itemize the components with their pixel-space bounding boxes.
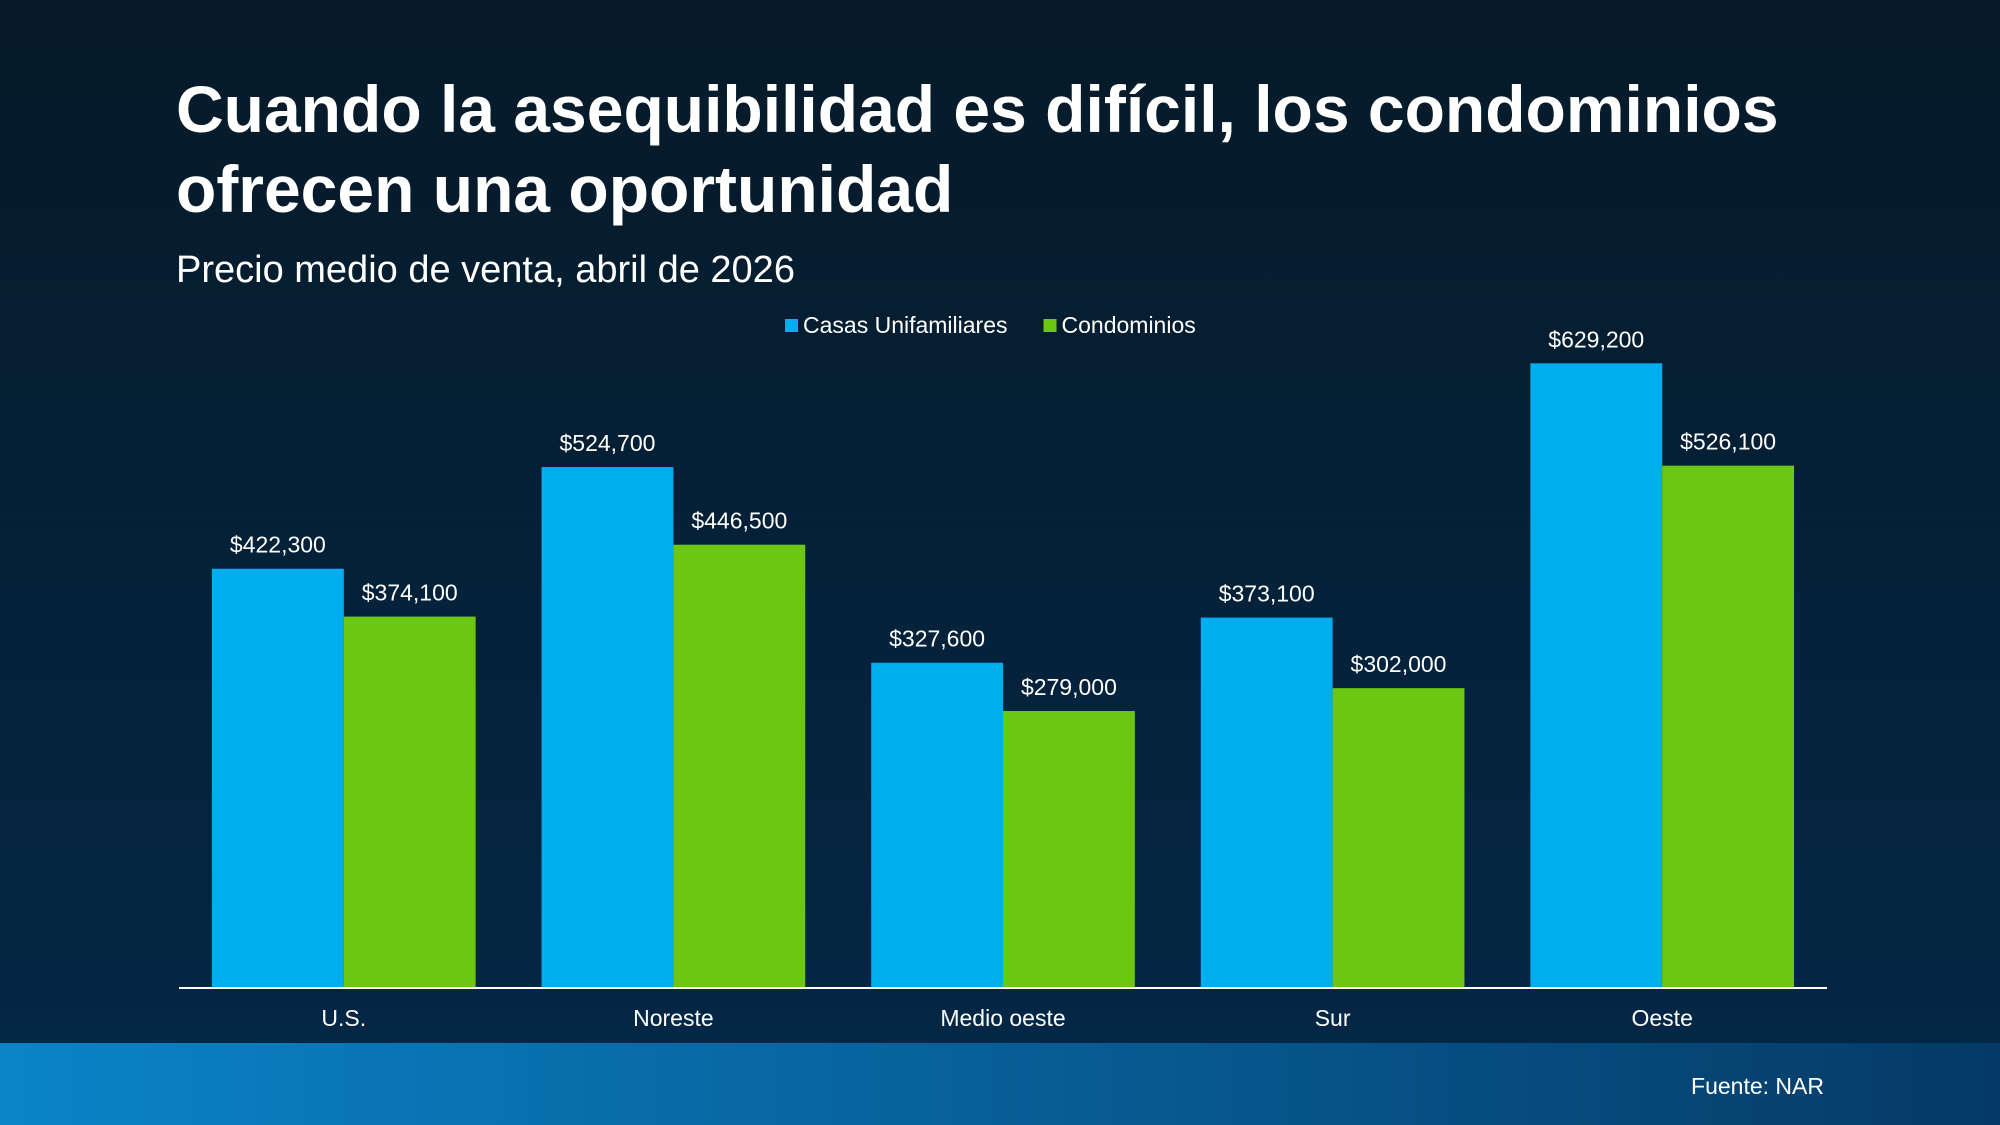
legend-label: Condominios [1062, 312, 1196, 338]
bar [673, 544, 806, 988]
value-label: $374,100 [362, 580, 458, 606]
x-tick-label: Medio oeste [940, 1005, 1065, 1031]
x-tick-label: Oeste [1632, 1005, 1693, 1031]
bar [211, 568, 344, 988]
x-tick-label: U.S. [321, 1005, 366, 1031]
chart-title: Cuando la asequibilidad es difícil, los … [176, 72, 1779, 226]
bar [541, 467, 674, 988]
value-label: $302,000 [1351, 651, 1447, 677]
chart-subtitle: Precio medio de venta, abril de 2026 [176, 249, 795, 291]
value-label: $373,100 [1219, 581, 1315, 607]
bar [871, 662, 1003, 988]
value-label: $526,100 [1680, 429, 1776, 455]
bar [1662, 465, 1795, 989]
value-label: $446,500 [691, 508, 787, 534]
footer-band [0, 1043, 2000, 1125]
x-tick-label: Sur [1315, 1005, 1351, 1031]
value-label: $629,200 [1548, 326, 1644, 352]
bar [1200, 617, 1333, 988]
bar [1003, 710, 1135, 988]
bar [1332, 688, 1465, 988]
legend-swatch [1043, 319, 1057, 332]
legend-label: Casas Unifamiliares [803, 312, 1008, 338]
value-label: $524,700 [560, 430, 656, 456]
legend-swatch [785, 319, 798, 332]
bar [1530, 363, 1663, 988]
value-label: $422,300 [230, 532, 326, 558]
value-label: $327,600 [889, 626, 985, 652]
source: Fuente: NAR [1691, 1073, 1824, 1099]
bar [343, 616, 476, 988]
x-tick-label: Noreste [633, 1005, 714, 1031]
value-label: $279,000 [1021, 674, 1117, 700]
